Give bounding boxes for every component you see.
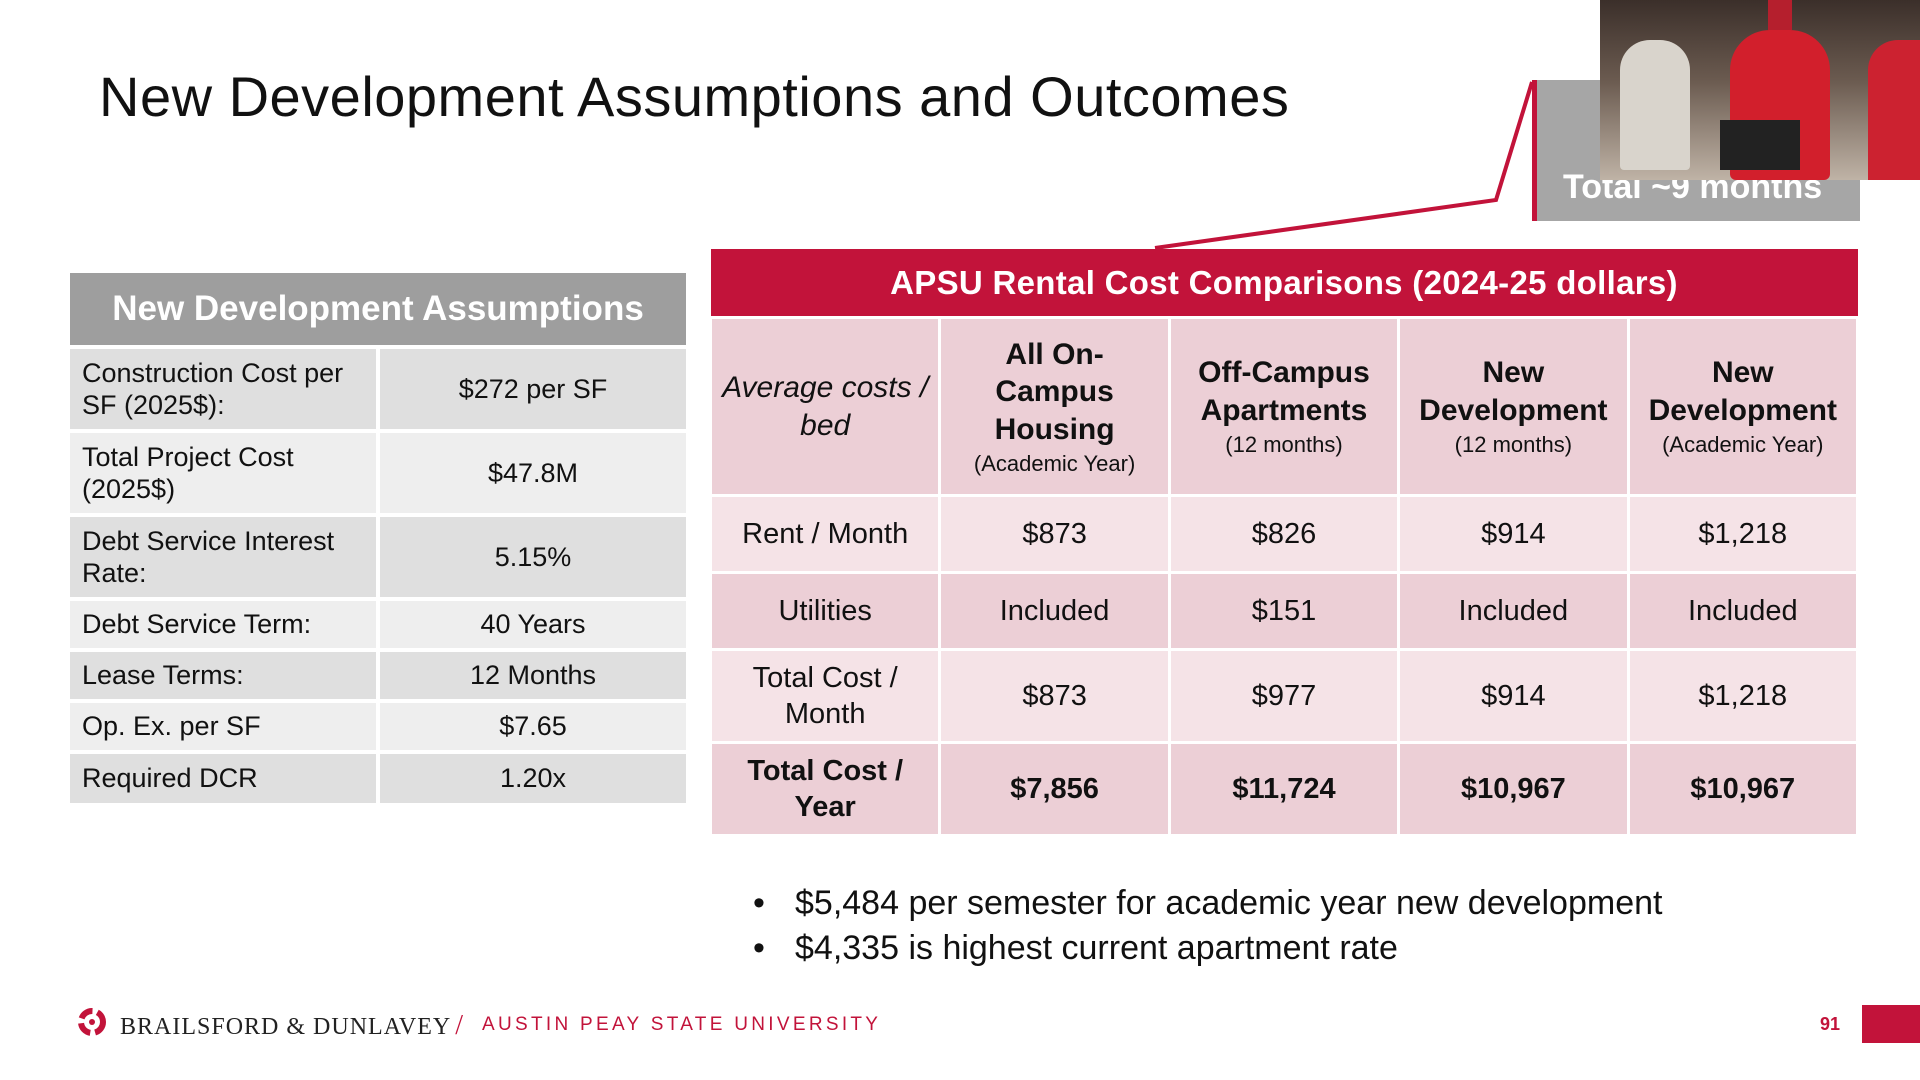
table-cell: $914 [1397, 648, 1630, 744]
assumption-label: Op. Ex. per SF [70, 699, 378, 752]
brand-name: BRAILSFORD & DUNLAVEY / [120, 1010, 464, 1042]
flag-shape [1768, 0, 1792, 30]
column-header-main: New Development [1648, 356, 1837, 427]
assumption-row: Debt Service Term: 40 Years [70, 597, 686, 650]
table-cell: $1,218 [1626, 648, 1860, 744]
table-cell: $151 [1167, 571, 1401, 651]
table-row: Utilities Included $151 Included Include… [708, 571, 1860, 651]
column-header-row: Average costs / bed All On-Campus Housin… [708, 316, 1860, 497]
column-header: Off-Campus Apartments (12 months) [1167, 316, 1401, 497]
assumptions-header: New Development Assumptions [70, 273, 686, 347]
column-header-main: Off-Campus Apartments [1198, 356, 1370, 427]
table-row: Total Cost / Year $7,856 $11,724 $10,967… [708, 741, 1860, 837]
assumption-value: 5.15% [376, 513, 686, 599]
table-cell: $873 [938, 494, 1171, 574]
person-shape [1868, 40, 1920, 180]
brand-logo-icon [78, 1008, 106, 1036]
column-header: New Development (12 months) [1397, 316, 1630, 497]
table-cell: $873 [938, 648, 1171, 744]
row-label: Rent / Month [708, 494, 942, 574]
assumption-label: Debt Service Interest Rate: [70, 513, 378, 599]
university-name: AUSTIN PEAY STATE UNIVERSITY [482, 1014, 882, 1035]
assumption-label: Construction Cost per SF (2025$): [70, 345, 378, 431]
assumption-value: $272 per SF [376, 345, 686, 431]
footer-accent-bar [1862, 1005, 1920, 1043]
table-cell: Included [1626, 571, 1860, 651]
slide-title: New Development Assumptions and Outcomes [99, 65, 1290, 128]
row-label: Utilities [708, 571, 942, 651]
column-header-sub: (12 months) [1225, 432, 1343, 458]
row-label: Total Cost / Year [708, 741, 942, 837]
table-cell: Included [1397, 571, 1630, 651]
corner-label: Average costs / bed [708, 316, 942, 497]
callout-connector [1154, 81, 1534, 250]
assumption-value: 12 Months [376, 648, 686, 701]
assumption-label: Total Project Cost (2025$) [70, 429, 378, 515]
assumption-row: Lease Terms: 12 Months [70, 648, 686, 701]
column-header: New Development (Academic Year) [1626, 316, 1860, 497]
assumption-value: 40 Years [376, 597, 686, 650]
bullet-list: $5,484 per semester for academic year ne… [745, 884, 1662, 974]
assumption-label: Lease Terms: [70, 648, 378, 701]
column-header-sub: (12 months) [1454, 432, 1573, 458]
page-number: 91 [1820, 1014, 1841, 1034]
webcam-overlay [1600, 0, 1920, 180]
assumption-value: 1.20x [376, 750, 686, 803]
table-row: Rent / Month $873 $826 $914 $1,218 [708, 494, 1860, 574]
assumption-row: Total Project Cost (2025$) $47.8M [70, 429, 686, 515]
table-cell: $7,856 [938, 741, 1171, 837]
assumption-label: Debt Service Term: [70, 597, 378, 650]
bullet-item: $4,335 is highest current apartment rate [745, 929, 1662, 968]
assumption-row: Required DCR 1.20x [70, 750, 686, 803]
column-header: All On-Campus Housing (Academic Year) [938, 316, 1171, 497]
assumption-row: Op. Ex. per SF $7.65 [70, 699, 686, 752]
brand-slash: / [455, 1010, 465, 1041]
row-label: Total Cost / Month [708, 648, 942, 744]
assumption-row: Debt Service Interest Rate: 5.15% [70, 513, 686, 599]
assumption-value: $7.65 [376, 699, 686, 752]
table-cell: $826 [1167, 494, 1401, 574]
rental-header: APSU Rental Cost Comparisons (2024-25 do… [710, 249, 1858, 318]
column-header-sub: (Academic Year) [1662, 432, 1824, 458]
assumptions-table: New Development Assumptions Construction… [70, 273, 686, 803]
person-shape [1620, 40, 1690, 170]
column-header-main: All On-Campus Housing [994, 337, 1115, 446]
table-cell: $914 [1397, 494, 1630, 574]
brand-text: BRAILSFORD & DUNLAVEY [120, 1014, 452, 1040]
assumption-label: Required DCR [70, 750, 378, 803]
rental-comparison-table: APSU Rental Cost Comparisons (2024-25 do… [708, 249, 1860, 837]
table-cell: $11,724 [1167, 741, 1401, 837]
bullet-item: $5,484 per semester for academic year ne… [745, 884, 1662, 923]
assumption-row: Construction Cost per SF (2025$): $272 p… [70, 345, 686, 431]
table-cell: $10,967 [1626, 741, 1860, 837]
column-header-main: New Development [1419, 356, 1608, 427]
table-cell: $1,218 [1626, 494, 1860, 574]
assumption-value: $47.8M [376, 429, 686, 515]
column-header-sub: (Academic Year) [973, 451, 1136, 476]
table-cell: $10,967 [1397, 741, 1630, 837]
table-cell: $977 [1167, 648, 1401, 744]
table-cell: Included [938, 571, 1171, 651]
table-row: Total Cost / Month $873 $977 $914 $1,218 [708, 648, 1860, 744]
laptop-shape [1720, 120, 1800, 170]
